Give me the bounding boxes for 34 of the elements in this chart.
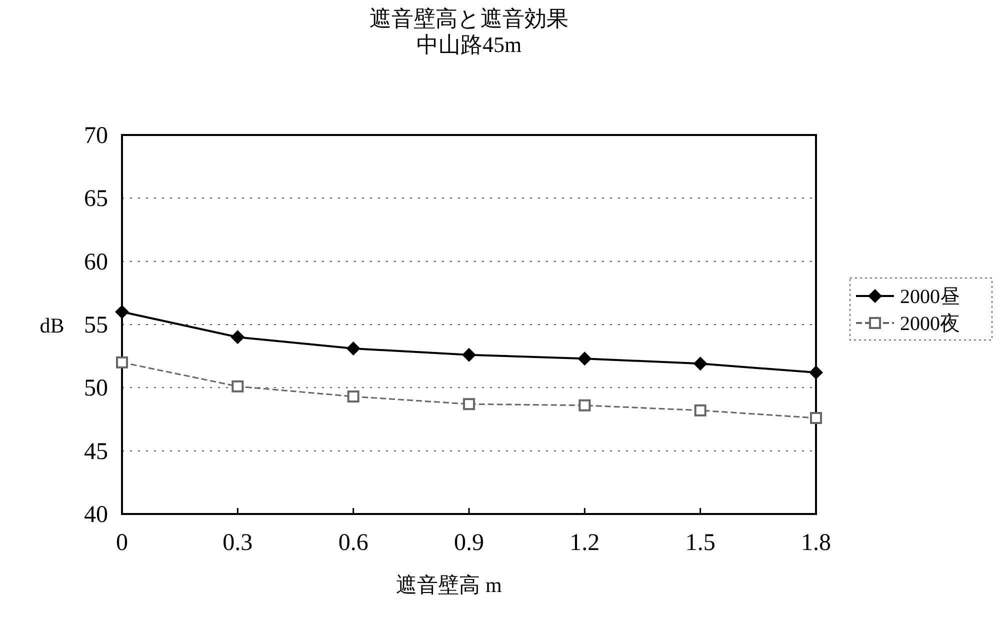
point (116, 356, 128, 368)
y-tick-label: 45 (84, 438, 108, 465)
x-tick-label: 0 (116, 530, 128, 556)
point (694, 404, 706, 416)
legend-label: 2000昼 (900, 286, 960, 308)
y-tick-label: 70 (84, 123, 108, 149)
x-axis-title: 遮音壁高 m (396, 573, 502, 597)
point (578, 352, 592, 366)
y-tick-label: 65 (84, 186, 108, 212)
point (809, 366, 823, 380)
point (346, 342, 360, 356)
x-tick-label: 0.3 (222, 530, 253, 556)
point (462, 348, 476, 362)
x-tick-label: 0.6 (338, 530, 368, 556)
x-tick-label: 1.2 (570, 530, 600, 556)
x-tick-label: 1.8 (801, 530, 831, 556)
point (578, 399, 591, 412)
point (463, 398, 475, 410)
y-tick-label: 40 (84, 502, 108, 528)
point (232, 380, 244, 392)
y-tick-label: 55 (84, 312, 108, 338)
point (810, 412, 822, 424)
y-tick-label: 60 (84, 249, 108, 276)
y-tick-label: 50 (84, 376, 108, 402)
point (115, 304, 129, 319)
y-axis-title: dB (40, 314, 64, 338)
x-tick-label: 1.5 (685, 530, 716, 556)
chart-title: 遮音壁高と遮音効果 (370, 6, 568, 31)
chart-subtitle: 中山路45m (416, 32, 522, 57)
point (230, 330, 245, 344)
point (693, 356, 708, 371)
x-tick-label: 0.9 (454, 530, 484, 556)
legend-label: 2000夜 (900, 313, 960, 335)
point (347, 390, 360, 403)
